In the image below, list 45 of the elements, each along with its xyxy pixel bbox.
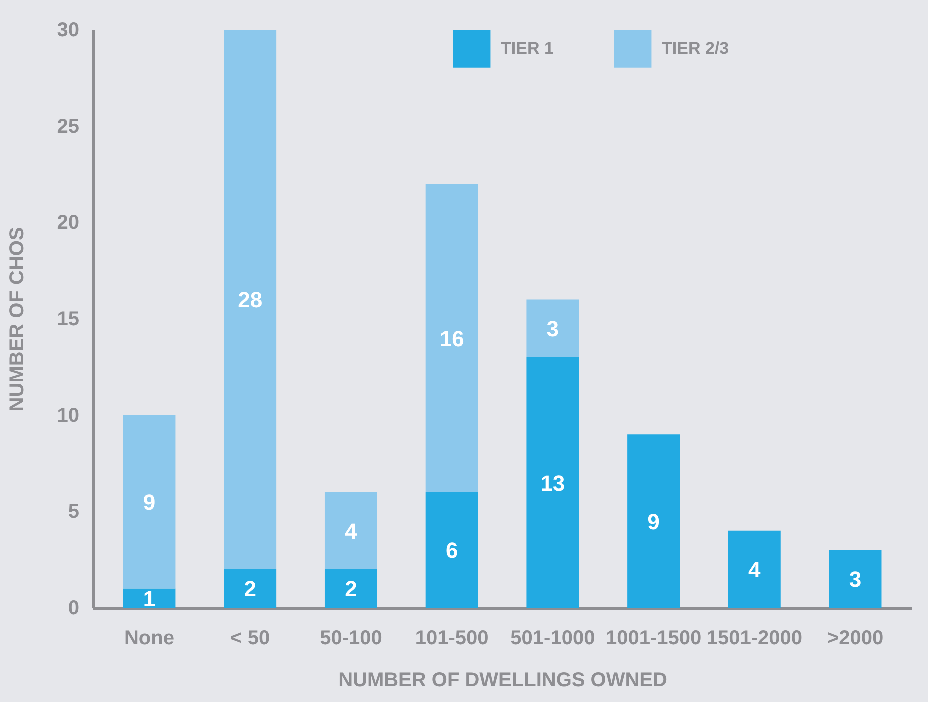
y-axis-title: NUMBER OF CHOS bbox=[6, 227, 28, 412]
y-tick-label: 20 bbox=[57, 212, 80, 234]
bar bbox=[829, 550, 882, 608]
data-label: 3 bbox=[546, 316, 560, 342]
y-tick-label: 10 bbox=[57, 404, 80, 427]
data-label: 2 bbox=[244, 576, 256, 602]
data-label: 16 bbox=[440, 326, 464, 352]
data-label: 13 bbox=[540, 470, 566, 496]
y-tick-label: 15 bbox=[57, 308, 80, 330]
data-label: 4 bbox=[345, 518, 358, 544]
y-tick-label: 25 bbox=[57, 116, 80, 138]
x-tick-label: None bbox=[124, 628, 174, 650]
y-tick-label: 30 bbox=[57, 20, 80, 42]
x-tick-label: 50-100 bbox=[320, 628, 382, 650]
data-label: 9 bbox=[648, 509, 660, 534]
bar bbox=[426, 492, 478, 608]
data-label: 2 bbox=[345, 576, 358, 602]
data-label: 28 bbox=[238, 288, 263, 313]
x-axis-title: NUMBER OF DWELLINGS OWNED bbox=[338, 670, 668, 692]
bar bbox=[324, 569, 378, 608]
data-label: 1 bbox=[143, 586, 156, 612]
data-label: 3 bbox=[849, 567, 862, 592]
y-tick-label: 0 bbox=[68, 598, 80, 620]
bar bbox=[123, 415, 176, 589]
data-label: 6 bbox=[446, 538, 458, 564]
legend-label: TIER 2/3 bbox=[662, 39, 730, 58]
data-label: 4 bbox=[748, 557, 762, 582]
bar bbox=[526, 300, 580, 358]
x-tick-label: >2000 bbox=[827, 628, 884, 650]
x-tick-label: 1001-1500 bbox=[606, 628, 702, 650]
bar bbox=[224, 30, 277, 570]
bar bbox=[224, 569, 277, 608]
y-tick-label: 5 bbox=[68, 501, 80, 524]
bar bbox=[728, 530, 781, 608]
x-tick-label: 501-1000 bbox=[510, 628, 596, 650]
x-tick-label: 1501-2000 bbox=[706, 628, 802, 650]
bar bbox=[628, 434, 680, 608]
bar bbox=[426, 184, 478, 492]
legend-label: TIER 1 bbox=[501, 39, 554, 58]
data-label: 9 bbox=[143, 490, 156, 516]
bar bbox=[123, 588, 176, 608]
x-tick-label: < 50 bbox=[230, 628, 270, 650]
x-tick-label: 101-500 bbox=[415, 628, 489, 650]
bar bbox=[526, 358, 580, 608]
bar bbox=[324, 492, 378, 570]
